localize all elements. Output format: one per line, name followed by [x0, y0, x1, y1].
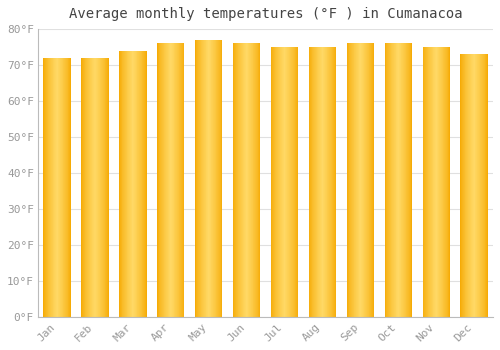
Title: Average monthly temperatures (°F ) in Cumanacoa: Average monthly temperatures (°F ) in Cu… [69, 7, 462, 21]
